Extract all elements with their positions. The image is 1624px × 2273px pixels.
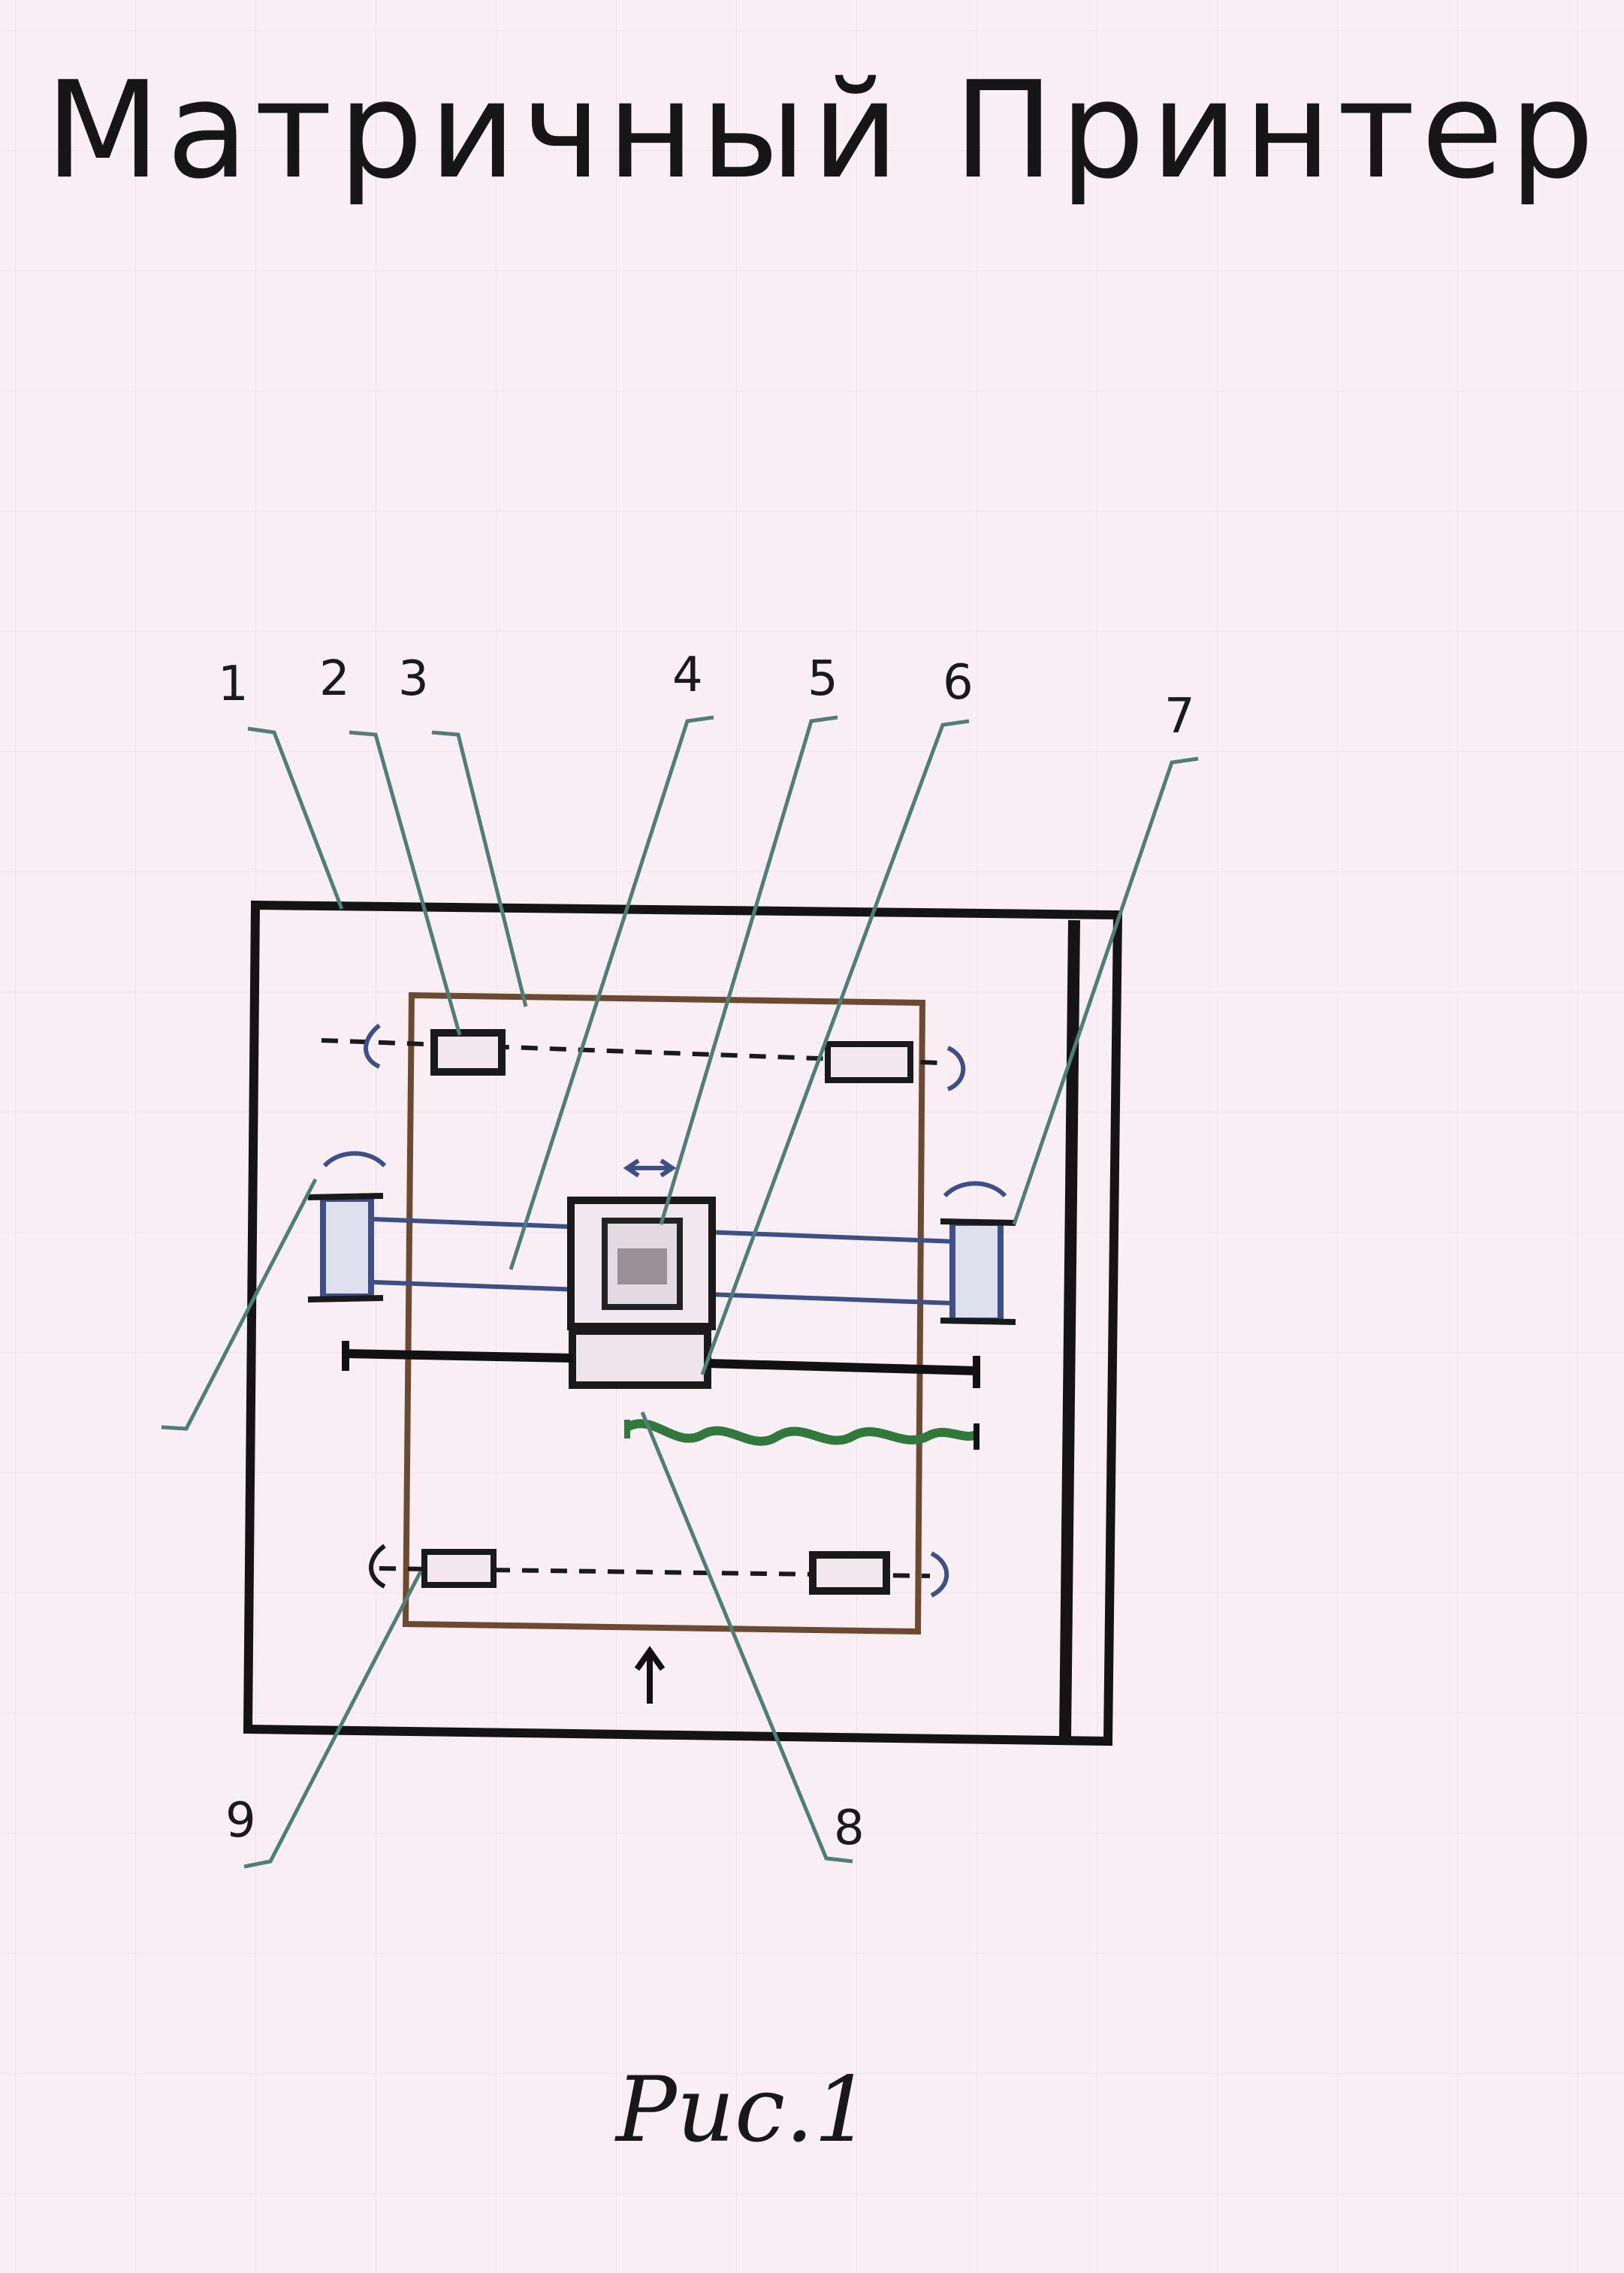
callout-2: 2 — [319, 651, 350, 707]
callout-1: 1 — [218, 657, 249, 712]
leader-7 — [1012, 756, 1199, 1225]
paper-feed-arrow — [634, 1646, 666, 1704]
leader-3 — [431, 730, 528, 1007]
leader-1 — [247, 726, 344, 910]
guide-rail — [307, 1151, 1016, 1325]
rotation-arrow-top-left — [364, 1023, 381, 1069]
page-title: Матричный Принтер — [45, 53, 1601, 208]
print-head-carriage — [567, 1158, 716, 1389]
bottom-left-roller — [421, 1549, 497, 1588]
leader-lines — [161, 715, 1199, 1869]
printer-housing — [243, 900, 1123, 1746]
rotation-arrow-bottom-left — [369, 1544, 386, 1589]
right-shaft-block — [949, 1220, 1004, 1324]
callout-7: 7 — [1164, 689, 1195, 744]
leader-left — [161, 1178, 318, 1431]
callout-6: 6 — [943, 655, 973, 711]
top-right-roller — [825, 1041, 913, 1083]
rotation-arrow-left-shaft — [322, 1151, 387, 1168]
leader-4 — [509, 715, 714, 1270]
bottom-right-roller — [809, 1551, 890, 1595]
rotation-arrow-bottom-right — [930, 1551, 949, 1598]
leader-5 — [659, 715, 838, 1225]
callout-5: 5 — [807, 651, 838, 707]
housing-right-edge — [1059, 919, 1080, 1740]
rotation-arrow-right-shaft — [943, 1181, 1007, 1198]
top-left-roller — [430, 1029, 506, 1076]
leader-6 — [700, 719, 970, 1375]
ink-ribbon — [625, 1419, 979, 1446]
lower-guide-shaft — [342, 1341, 980, 1388]
leader-9 — [243, 1570, 423, 1869]
leader-2 — [349, 730, 462, 1036]
callout-8: 8 — [834, 1801, 865, 1856]
callout-9: 9 — [225, 1793, 256, 1849]
callout-3: 3 — [398, 651, 429, 707]
paper-frame — [402, 992, 926, 1635]
bottom-roller-assembly — [369, 1544, 949, 1598]
top-roller-assembly — [321, 1023, 966, 1091]
callout-4: 4 — [672, 647, 703, 703]
figure-caption: Рис.1 — [616, 2058, 871, 2163]
rotation-arrow-top-right — [946, 1046, 966, 1091]
leader-8 — [640, 1411, 853, 1864]
left-shaft-block — [320, 1196, 374, 1300]
